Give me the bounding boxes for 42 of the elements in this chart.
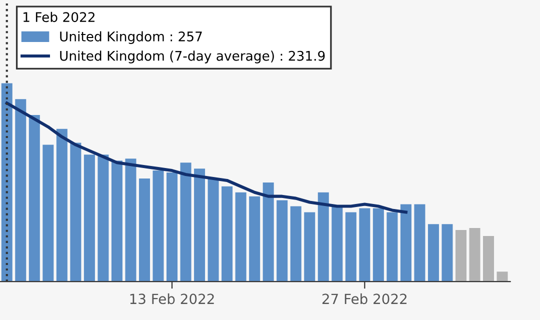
- bar: [345, 212, 356, 282]
- x-tick-label: 13 Feb 2022: [130, 293, 214, 304]
- bar: [98, 154, 109, 282]
- bar: [276, 200, 288, 282]
- bar: [442, 224, 453, 282]
- bar: [70, 142, 82, 282]
- bar: [386, 212, 398, 282]
- bar: [194, 168, 206, 282]
- bar: [496, 272, 508, 282]
- bar: [372, 208, 384, 282]
- bar: [249, 196, 260, 282]
- bar: [1, 83, 12, 282]
- bar: [222, 186, 233, 282]
- bar: [15, 99, 26, 282]
- bar: [42, 144, 54, 282]
- bar: [262, 182, 274, 282]
- bar: [469, 228, 480, 282]
- bar: [235, 192, 246, 282]
- x-tick-label: 27 Feb 2022: [322, 293, 406, 304]
- bar: [414, 204, 426, 282]
- bar: [332, 206, 343, 282]
- legend-title: 1 Feb 2022: [24, 12, 94, 22]
- bar: [400, 204, 412, 282]
- bar: [483, 236, 494, 282]
- bar: [84, 154, 95, 282]
- bar: [125, 158, 136, 282]
- bar: [304, 212, 316, 282]
- bar: [318, 192, 329, 282]
- bar: [56, 128, 68, 282]
- bar: [208, 178, 219, 282]
- bar: [290, 206, 302, 282]
- bar: [180, 162, 192, 282]
- bar: [166, 172, 178, 282]
- bar: [428, 224, 439, 282]
- legend-label: United Kingdom (7-day average) : 231.9: [60, 50, 325, 64]
- legend-label: United Kingdom : 257: [60, 31, 202, 44]
- bar: [152, 170, 164, 282]
- bar: [359, 208, 370, 282]
- bar: [111, 160, 122, 282]
- bar: [28, 115, 40, 282]
- bar: [455, 230, 466, 282]
- bar: [138, 178, 150, 282]
